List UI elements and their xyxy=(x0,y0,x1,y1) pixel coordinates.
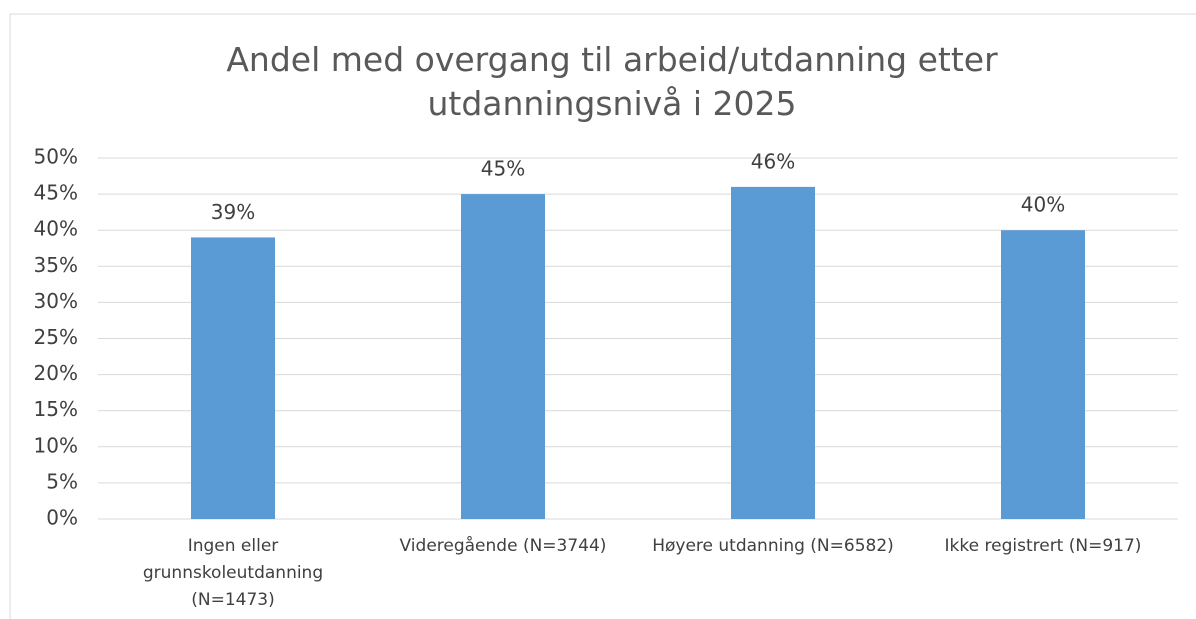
y-tick-label: 10% xyxy=(34,433,78,457)
y-tick-label: 45% xyxy=(34,181,78,205)
x-tick-label: Høyere utdanning (N=6582) xyxy=(652,536,894,556)
y-tick-label: 5% xyxy=(46,469,78,493)
data-label: 46% xyxy=(751,149,795,173)
bar xyxy=(1001,230,1085,519)
y-tick-label: 20% xyxy=(34,361,78,385)
y-tick-label: 35% xyxy=(34,253,78,277)
x-tick-label: Ikke registrert (N=917) xyxy=(944,536,1142,556)
y-tick-label: 15% xyxy=(34,397,78,421)
x-tick-label: Videregående (N=3744) xyxy=(399,536,607,556)
y-tick-label: 40% xyxy=(34,217,78,241)
bar xyxy=(191,237,275,520)
chart-title: Andel med overgang til arbeid/utdanning … xyxy=(226,40,998,123)
data-label: 39% xyxy=(211,200,255,224)
x-tick-label: Ingen eller grunnskoleutdanning (N=1473) xyxy=(142,536,324,610)
bar xyxy=(731,186,815,519)
y-tick-label: 30% xyxy=(34,289,78,313)
data-label: 40% xyxy=(1021,193,1065,217)
y-tick-label: 25% xyxy=(34,325,78,349)
data-label: 45% xyxy=(481,157,525,181)
y-tick-label: 0% xyxy=(46,506,78,530)
y-tick-label: 50% xyxy=(34,145,78,169)
bar xyxy=(461,194,545,519)
